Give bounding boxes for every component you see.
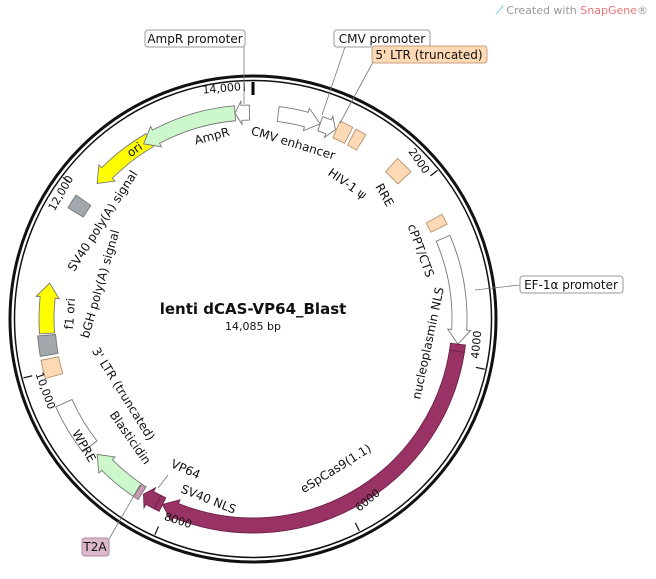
backbone-outer-ring (8, 74, 498, 564)
label-ampr-promoter[interactable]: AmpR promoter (144, 29, 246, 48)
feature-cmv-enhancer[interactable] (276, 106, 321, 132)
tick-12000 (62, 176, 71, 184)
feature-3-ltr-truncated[interactable] (40, 356, 64, 380)
feature-cppt-cts[interactable] (425, 213, 448, 233)
label-cmv-promoter[interactable]: CMV promoter (333, 29, 431, 48)
feature-rre[interactable] (384, 157, 412, 185)
feature-ef-1-promoter[interactable] (435, 234, 472, 345)
label-vp64[interactable]: VP64 (169, 457, 203, 482)
label-t2a[interactable]: T2A (81, 537, 110, 557)
feature-cmv-promoter[interactable] (317, 114, 336, 139)
label-text: AmpR promoter (147, 32, 242, 46)
label-text: 5' LTR (truncated) (375, 48, 482, 62)
watermark-suffix: ® (637, 4, 648, 17)
tick-label-4000: 4000 (469, 330, 484, 359)
leader-lines (107, 46, 521, 542)
label-text: CMV promoter (339, 32, 426, 46)
tick-10000 (23, 375, 33, 379)
feature-bgh-poly-a-signal[interactable] (37, 334, 59, 357)
feature-ori[interactable] (96, 133, 155, 185)
feature-vp64[interactable] (143, 486, 162, 510)
tick-6000 (354, 522, 360, 532)
label-ampr[interactable]: AmpR (193, 125, 231, 148)
feature-blasticidin[interactable] (96, 453, 143, 498)
watermark-brand: SnapGene (580, 4, 637, 17)
watermark-prefix: Created with (506, 4, 581, 17)
feature-sv40-poly-a-signal[interactable] (67, 194, 92, 218)
label-f1-ori[interactable]: f1 ori (62, 298, 78, 330)
label-hiv1-psi[interactable]: HIV-1 ψ (325, 165, 369, 202)
label-wpre[interactable]: WPRE (69, 427, 99, 464)
plasmid-title: lenti dCAS-VP64_Blast (160, 300, 347, 318)
features (35, 99, 472, 534)
feature-wpre[interactable] (55, 398, 98, 453)
feature-hiv-1[interactable] (346, 128, 367, 151)
label-ef1a-promoter[interactable]: EF-1α promoter (519, 275, 624, 294)
tick-label-14000: 14,000 (202, 80, 241, 96)
snapgene-watermark: ⟋ Created with SnapGene® (496, 4, 648, 18)
feature-5-ltr-truncated[interactable] (332, 120, 354, 144)
feature-ampr-promoter[interactable] (234, 99, 250, 126)
tick-4000 (475, 366, 485, 370)
backbone-inner-ring (13, 79, 493, 559)
label-text: EF-1α promoter (524, 278, 618, 292)
label-rre[interactable]: RRE (372, 181, 396, 209)
label-text: T2A (82, 540, 107, 554)
feature-ampr[interactable] (142, 105, 237, 148)
tick-8000 (154, 526, 160, 535)
feature-f1-ori[interactable] (35, 282, 60, 335)
label-text: WPRE (69, 427, 99, 464)
snapgene-logo-icon: ⟋ (495, 4, 504, 17)
label-5-ltr[interactable]: 5' LTR (truncated) (371, 45, 488, 64)
plasmid-length: 14,085 bp (225, 320, 281, 333)
tick-2000 (430, 169, 438, 177)
tick-label-10000: 10,000 (33, 370, 58, 411)
